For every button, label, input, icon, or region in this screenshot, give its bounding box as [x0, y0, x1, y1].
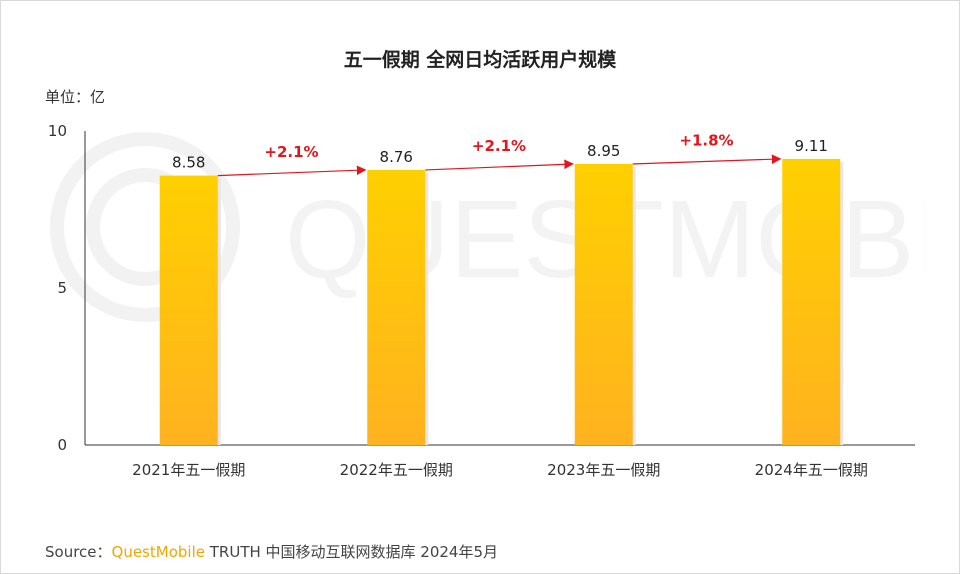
- source-note: Source：QuestMobile TRUTH 中国移动互联网数据库 2024…: [45, 541, 498, 562]
- value-label: 8.95: [587, 142, 620, 160]
- bar: [782, 158, 841, 446]
- y-tick-label: 0: [57, 436, 67, 454]
- y-tick-label: 10: [48, 122, 67, 140]
- x-tick-label: 2024年五一假期: [755, 461, 868, 479]
- unit-label: 单位：亿: [45, 88, 106, 106]
- chart-title: 五一假期 全网日均活跃用户规模: [343, 49, 617, 71]
- source-prefix: Source：: [45, 543, 112, 561]
- y-tick-label: 5: [57, 279, 67, 297]
- x-tick-label: 2023年五一假期: [547, 461, 660, 479]
- growth-arrow: [217, 165, 367, 177]
- growth-arrow: [632, 154, 782, 165]
- growth-arrow: [425, 159, 574, 171]
- growth-label: +2.1%: [264, 143, 318, 161]
- source-text: TRUTH 中国移动互联网数据库 2024年5月: [204, 543, 499, 561]
- value-label: 9.11: [795, 137, 828, 155]
- x-tick-label: 2021年五一假期: [132, 461, 245, 479]
- bar: [574, 163, 633, 445]
- growth-label: +1.8%: [679, 131, 733, 149]
- value-label: 8.76: [380, 148, 413, 166]
- bar: [159, 175, 218, 445]
- bar: [367, 169, 426, 445]
- growth-label: +2.1%: [472, 137, 526, 155]
- value-label: 8.58: [172, 154, 205, 172]
- source-brand: QuestMobile: [111, 543, 205, 561]
- x-tick-label: 2022年五一假期: [340, 461, 453, 479]
